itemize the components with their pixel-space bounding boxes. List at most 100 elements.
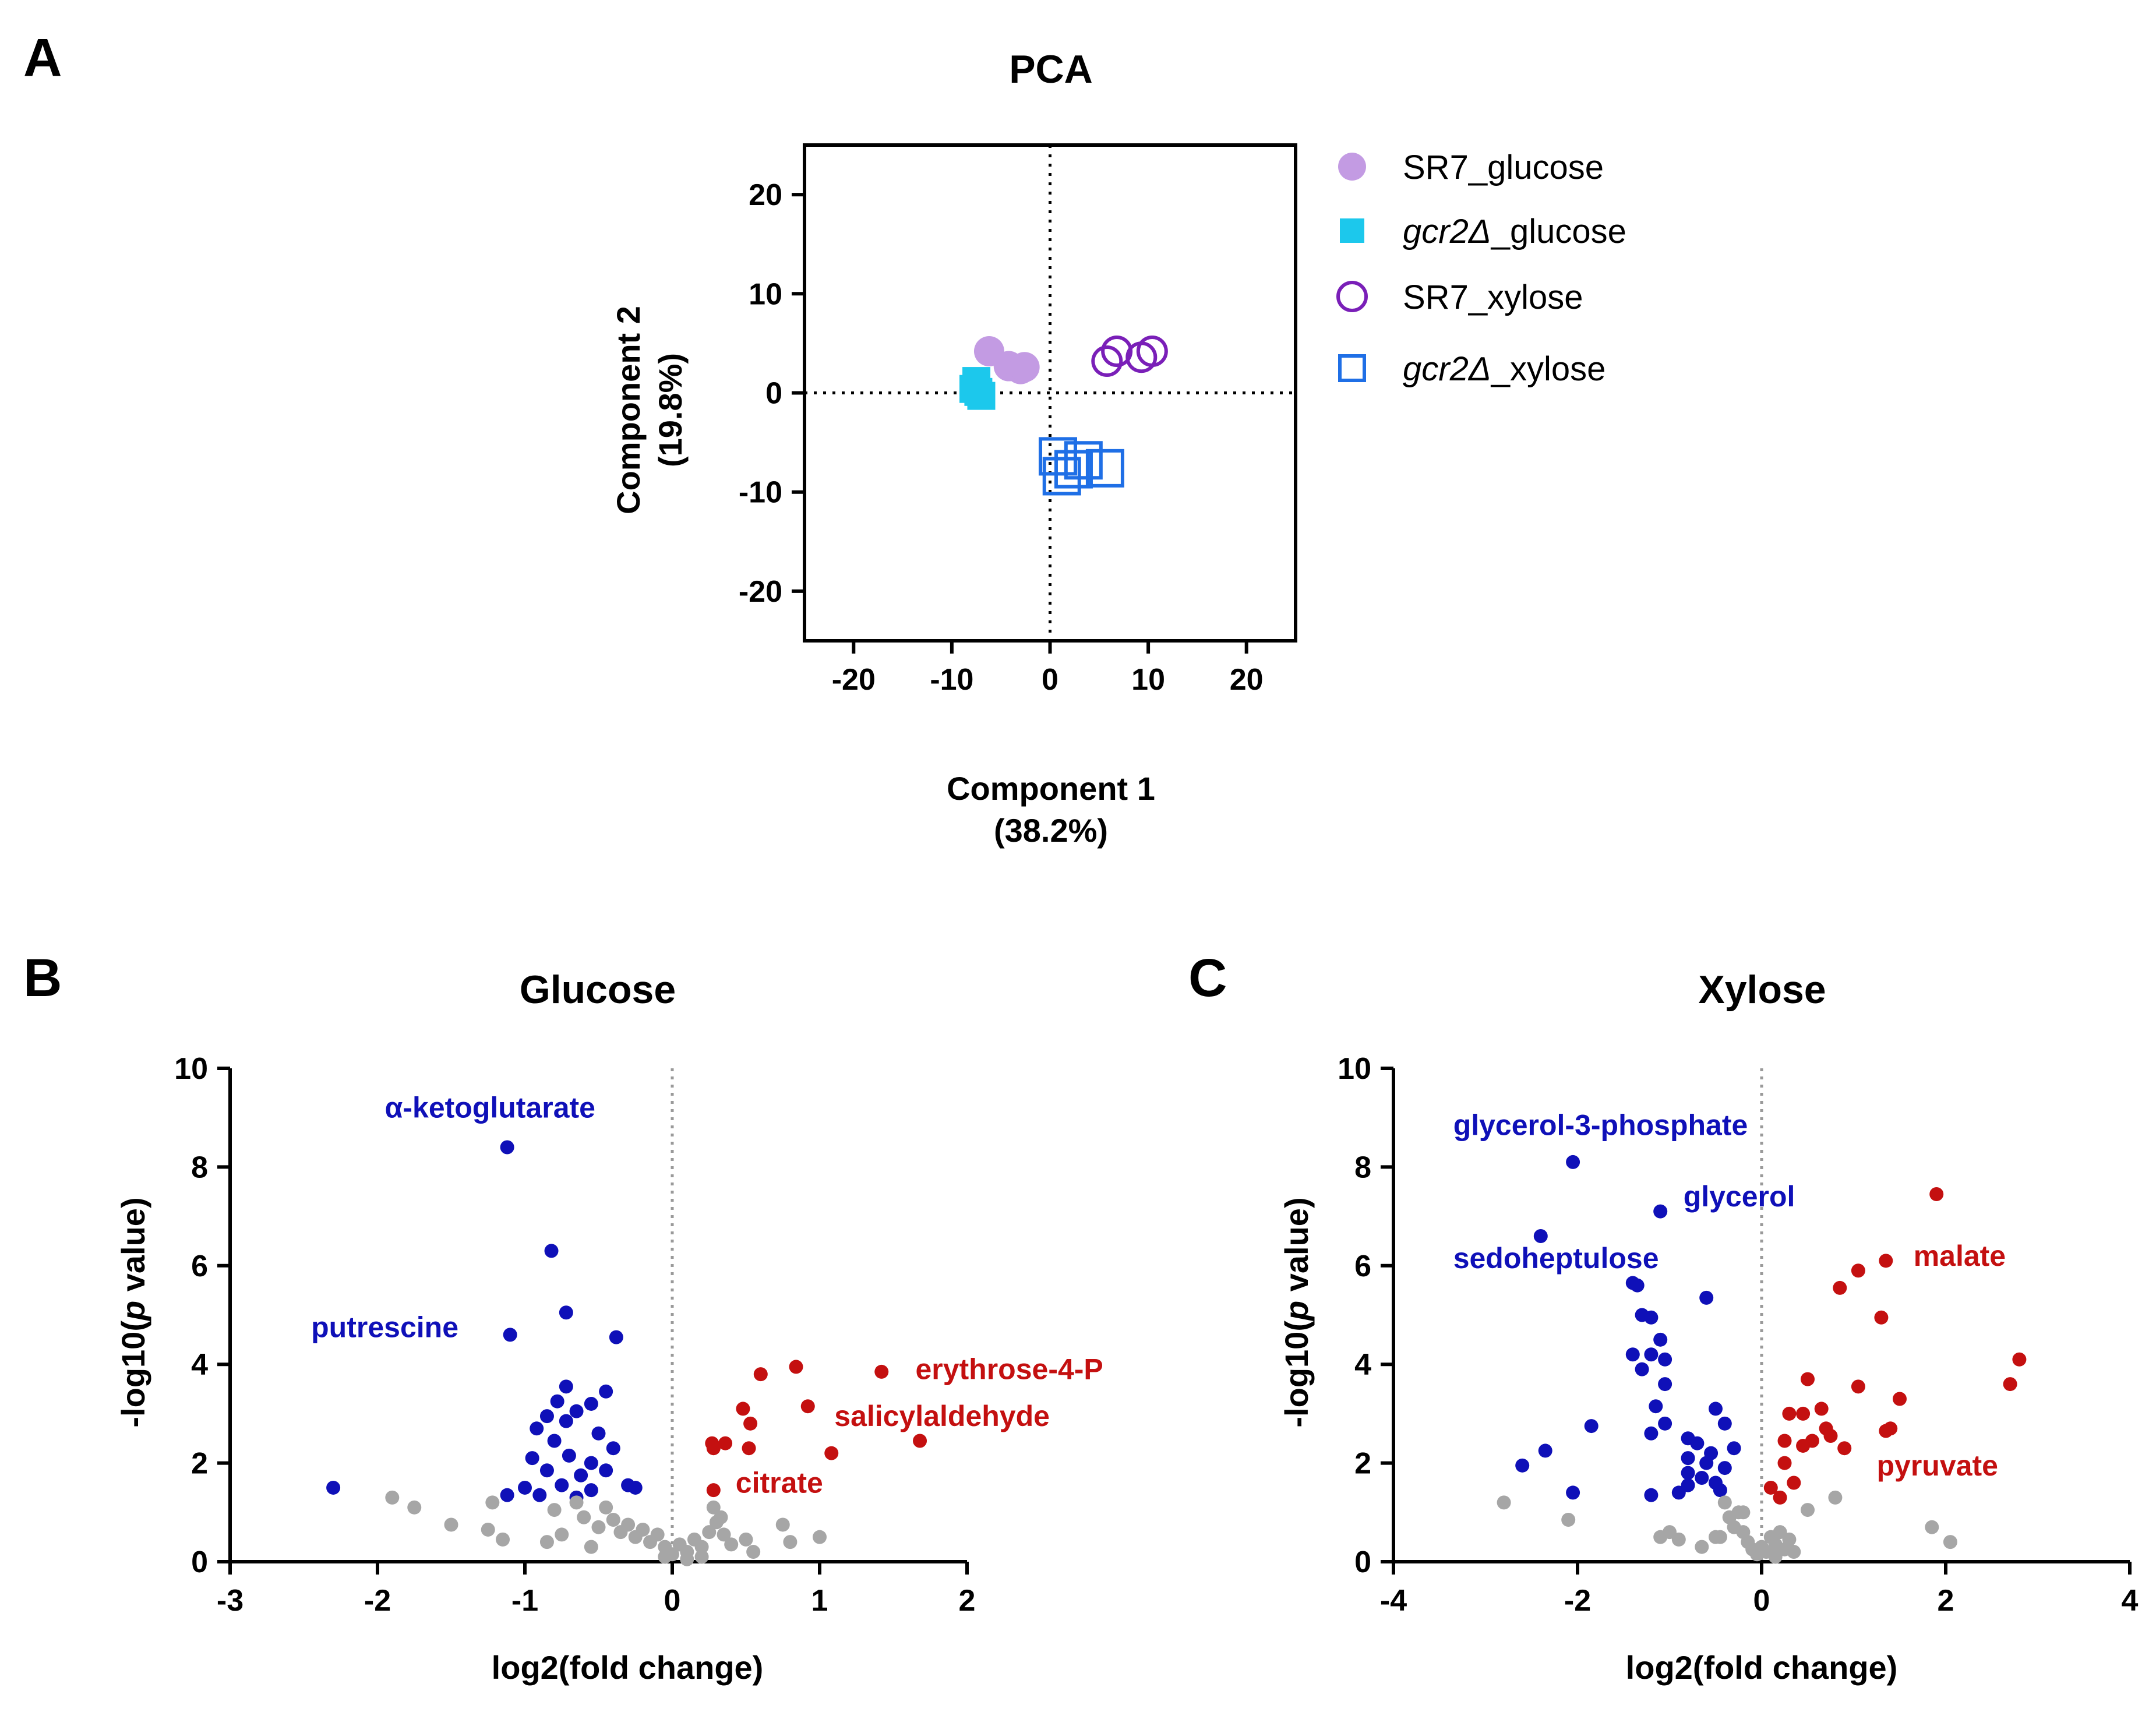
xylose-point-increased (1879, 1424, 1893, 1438)
xylose-annotation-label: pyruvate (1877, 1449, 1998, 1482)
pca-point-gcr2-xylose (1085, 449, 1124, 488)
xylose-point-decreased (1717, 1416, 1732, 1431)
pca-x-tick-label: 0 (1042, 663, 1058, 697)
panel-letter-c: C (1188, 948, 1227, 1008)
glucose-y-tick-label: 8 (191, 1150, 208, 1184)
xylose-annotation-label: glycerol-3-phosphate (1453, 1109, 1748, 1141)
pca-y-tick-label: -10 (739, 476, 782, 510)
glucose-point-ns (775, 1517, 790, 1532)
glucose-point-decreased (584, 1396, 598, 1411)
pca-y-axis-subtitle: (19.8%) (652, 353, 689, 467)
glucose-volcano-chart: Glucose log2(fold change) -log10(p value… (115, 968, 1103, 1686)
glucose-annotation-label: salicylaldehyde (834, 1400, 1050, 1432)
glucose-point-increased (736, 1402, 750, 1416)
glucose-point-decreased (559, 1305, 573, 1320)
pca-x-tick-label: -10 (930, 663, 973, 697)
xylose-point-increased (1874, 1310, 1889, 1325)
pca-y-tick-label: 10 (749, 277, 782, 311)
legend-marker-gcr2-xylose (1338, 354, 1366, 382)
xylose-point-decreased (1649, 1399, 1663, 1414)
glucose-annotation-label: erythrose-4-P (915, 1353, 1103, 1386)
xylose-point-increased (1851, 1263, 1865, 1278)
glucose-point-decreased (500, 1488, 514, 1502)
glucose-point-decreased (609, 1330, 623, 1344)
legend-label-sr7-glucose: SR7_glucose (1403, 149, 1604, 186)
glucose-point-decreased (569, 1404, 584, 1418)
legend-label-gcr2-glucose: gcr2Δ_glucose (1403, 213, 1626, 250)
glucose-point-increased (742, 1441, 756, 1456)
xylose-point-decreased (1727, 1441, 1741, 1456)
xylose-point-decreased (1653, 1204, 1668, 1219)
xylose-point-ns (1671, 1532, 1686, 1547)
pca-point-sr7-glucose (1009, 352, 1040, 383)
legend-marker-sr7-glucose (1338, 153, 1366, 181)
glucose-point-decreased (555, 1478, 569, 1492)
glucose-y-tick-label: 10 (174, 1052, 208, 1086)
xylose-annotation-label: glycerol (1684, 1180, 1795, 1213)
glucose-point-ns (444, 1517, 458, 1532)
xylose-point-ns (1497, 1495, 1511, 1510)
glucose-point-ns (813, 1530, 827, 1544)
pca-point-sr7-xylose (1101, 336, 1133, 368)
glucose-x-tick-label: -2 (364, 1584, 391, 1618)
xylose-point-decreased (1717, 1461, 1732, 1476)
xylose-point-decreased (1538, 1443, 1552, 1458)
pca-y-tick-label: -20 (739, 575, 782, 609)
pca-point-sr7-xylose (1091, 345, 1123, 377)
glucose-point-decreased (591, 1426, 606, 1441)
pca-chart: PCA Component 1 (38.2%) Component 2 (19.… (610, 47, 1626, 849)
xylose-point-increased (1777, 1434, 1792, 1448)
glucose-x-axis-title: log2(fold change) (492, 1649, 764, 1686)
pca-y-tick-label: 20 (749, 178, 782, 212)
glucose-point-increased (706, 1483, 721, 1498)
glucose-point-ns (407, 1500, 422, 1515)
glucose-point-decreased (584, 1456, 598, 1470)
xylose-point-decreased (1644, 1488, 1659, 1502)
glucose-y-tick-label: 2 (191, 1447, 208, 1481)
glucose-y-tick-label: 6 (191, 1249, 208, 1283)
glucose-point-decreased (559, 1379, 573, 1394)
xylose-point-decreased (1658, 1377, 1672, 1392)
pca-x-axis-title: Component 1 (947, 770, 1155, 807)
xylose-point-ns (1713, 1530, 1727, 1544)
glucose-point-ns (485, 1495, 500, 1510)
glucose-point-ns (650, 1527, 665, 1542)
glucose-point-decreased (562, 1448, 576, 1463)
xylose-point-decreased (1644, 1310, 1659, 1325)
glucose-point-decreased (326, 1480, 341, 1495)
xylose-point-decreased (1681, 1466, 1695, 1480)
xylose-point-decreased (1566, 1155, 1580, 1169)
glucose-x-tick-label: -1 (511, 1584, 538, 1618)
glucose-point-decreased (599, 1463, 613, 1478)
xylose-point-ns (1768, 1549, 1783, 1564)
xylose-point-ns (1782, 1532, 1797, 1547)
glucose-point-decreased (559, 1414, 573, 1428)
xylose-x-axis-title: log2(fold change) (1626, 1649, 1898, 1686)
pca-point-gcr2-glucose (967, 382, 996, 410)
xylose-volcano-chart: Xylose log2(fold change) -log10(p value)… (1278, 968, 2139, 1686)
glucose-point-ns (599, 1500, 613, 1515)
xylose-point-increased (1879, 1254, 1893, 1268)
xylose-point-decreased (1690, 1436, 1705, 1450)
glucose-point-ns (702, 1525, 717, 1540)
legend-label-sr7-xylose: SR7_xylose (1403, 278, 1583, 316)
glucose-annotation-label: putrescine (311, 1311, 458, 1344)
xylose-point-ns (1717, 1495, 1732, 1510)
glucose-point-ns (584, 1540, 598, 1554)
xylose-point-ns (1787, 1545, 1801, 1559)
glucose-point-decreased (606, 1441, 620, 1456)
glucose-point-ns (591, 1520, 606, 1534)
xylose-y-tick-label: 2 (1354, 1447, 1371, 1481)
glucose-point-ns (569, 1495, 584, 1510)
xylose-point-ns (1561, 1513, 1576, 1527)
xylose-point-increased (2012, 1352, 2027, 1367)
xylose-point-decreased (1681, 1451, 1695, 1466)
xylose-point-decreased (1653, 1332, 1668, 1347)
glucose-point-ns (606, 1513, 620, 1527)
pca-point-gcr2-xylose (1064, 441, 1103, 480)
glucose-point-increased (800, 1399, 815, 1414)
xylose-y-tick-label: 0 (1354, 1545, 1371, 1579)
xylose-point-decreased (1566, 1485, 1580, 1500)
glucose-point-ns (577, 1510, 591, 1524)
glucose-point-decreased (539, 1409, 554, 1424)
